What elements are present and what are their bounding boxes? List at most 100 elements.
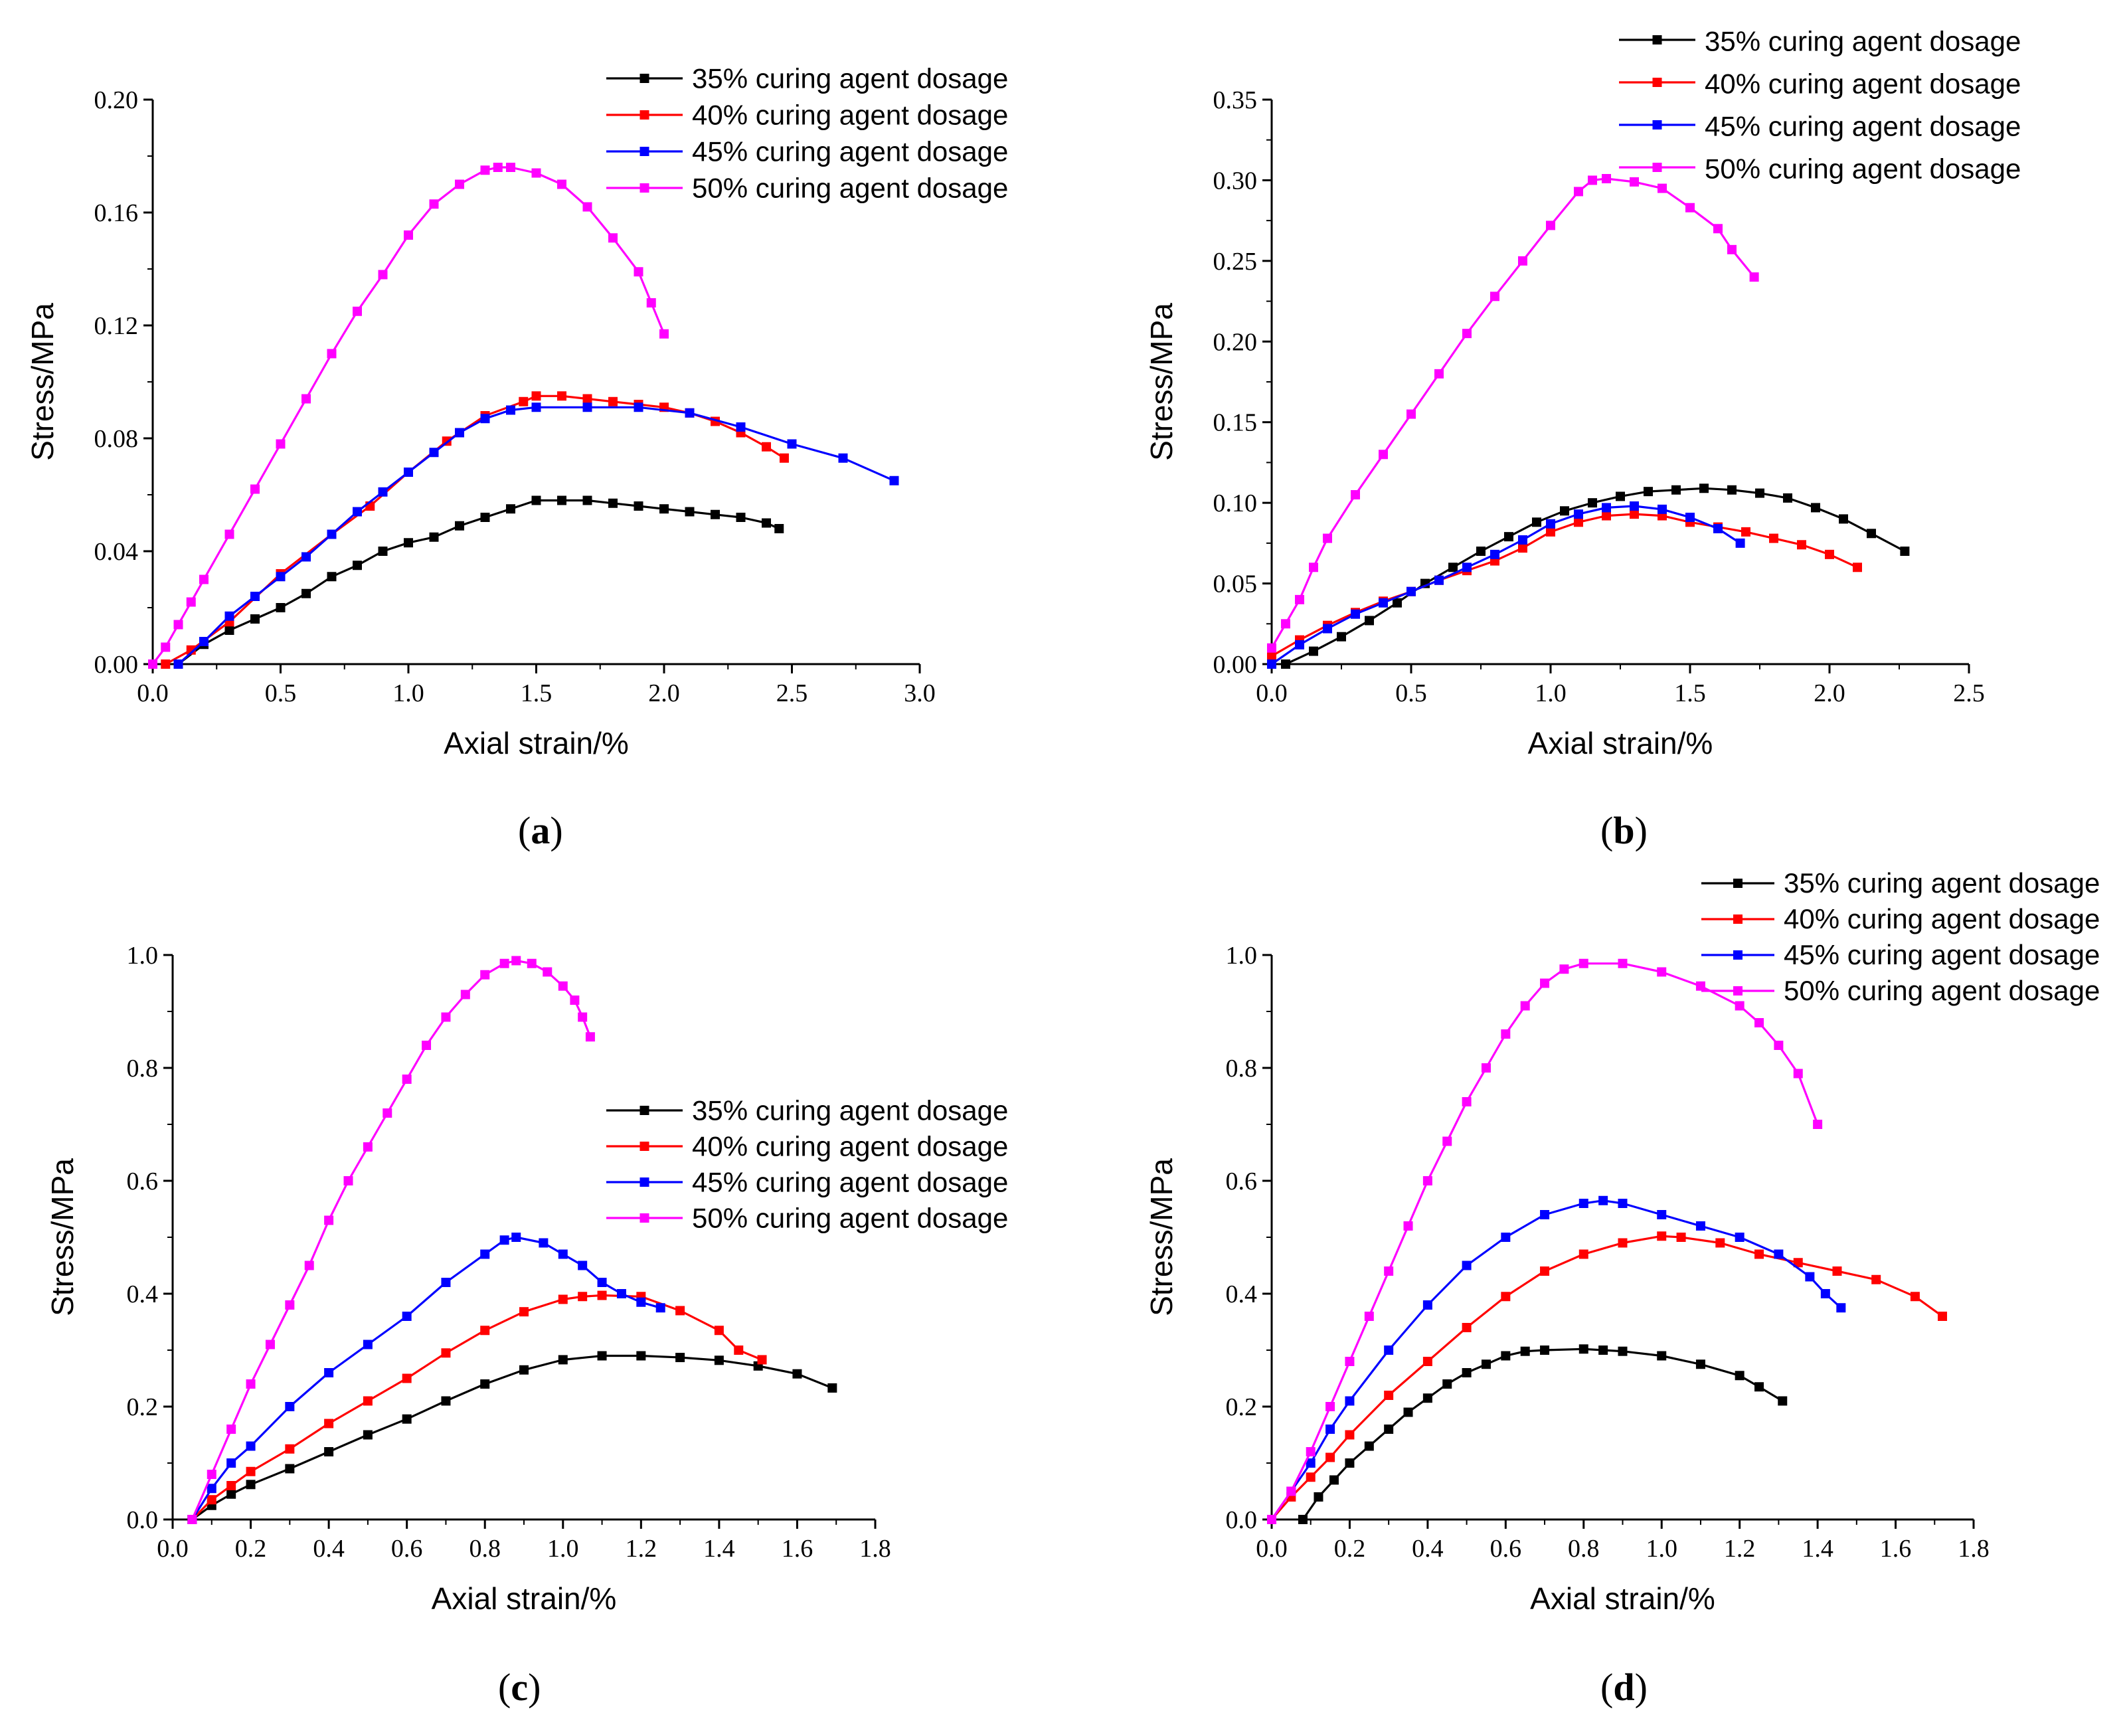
x-tick-label: 0.4 [313, 1535, 345, 1563]
series-line-35 [191, 1354, 833, 1521]
data-point [1462, 1097, 1472, 1106]
legend-label-50: 50% curing agent dosage [1784, 975, 2100, 1006]
data-point [480, 1379, 490, 1389]
data-point [226, 1489, 236, 1499]
data-point [1713, 524, 1723, 533]
legend-marker-40 [1733, 914, 1743, 924]
x-tick-label: 1.4 [1802, 1535, 1833, 1563]
y-tick-label: 0.4 [1226, 1280, 1258, 1308]
data-point [1839, 514, 1848, 524]
x-tick-label: 1.2 [626, 1535, 657, 1563]
x-axis-title: Axial strain/% [1528, 726, 1713, 760]
x-tick-label: 1.0 [392, 679, 424, 707]
data-point [404, 230, 413, 240]
data-point [441, 1012, 451, 1022]
panel-label: (b) [1600, 809, 1648, 852]
data-point [250, 484, 260, 494]
x-axis-title: Axial strain/% [432, 1581, 617, 1616]
data-point [774, 524, 784, 533]
y-axis-title: Stress/MPa [1144, 303, 1179, 461]
y-axis-title: Stress/MPa [25, 303, 60, 461]
legend-marker-40 [639, 110, 649, 120]
data-point [1867, 529, 1876, 539]
x-tick-label: 0.8 [1568, 1535, 1600, 1563]
data-point [1598, 1345, 1608, 1355]
data-point [1598, 1195, 1608, 1205]
legend-label-50: 50% curing agent dosage [692, 173, 1008, 204]
data-point [1403, 1407, 1413, 1417]
data-point [186, 645, 196, 655]
legend-label-50: 50% curing agent dosage [692, 1203, 1008, 1234]
series-line-50 [1270, 177, 1755, 649]
data-point [378, 547, 388, 556]
x-tick-label: 0.2 [1334, 1535, 1366, 1563]
data-point [1749, 272, 1759, 282]
data-point [378, 270, 388, 280]
data-point [1754, 1249, 1764, 1259]
x-tick-label: 2.0 [648, 679, 680, 707]
series-40 [1267, 1231, 1948, 1524]
legend-marker-35 [639, 1106, 649, 1115]
x-tick-label: 0.0 [157, 1535, 189, 1563]
data-point [792, 1369, 802, 1379]
data-point [1384, 1391, 1394, 1400]
data-point [1574, 509, 1583, 519]
data-point [1323, 533, 1332, 543]
data-point [1442, 1379, 1452, 1389]
data-point [1501, 1029, 1511, 1039]
data-point [480, 513, 490, 522]
data-point [1281, 659, 1290, 669]
series-45 [187, 1233, 665, 1524]
legend-marker-35 [1652, 35, 1662, 44]
data-point [224, 626, 234, 635]
data-point [543, 967, 553, 977]
data-point [531, 402, 541, 412]
data-point [685, 507, 695, 517]
series-line-35 [1285, 487, 1906, 665]
data-point [226, 1425, 236, 1434]
data-point [1337, 632, 1346, 642]
data-point [250, 614, 260, 624]
legend-label-40: 40% curing agent dosage [1705, 68, 2021, 99]
data-point [659, 504, 669, 514]
data-point [363, 1340, 373, 1349]
data-point [1602, 174, 1611, 183]
data-point [762, 442, 771, 452]
data-point [226, 1481, 236, 1490]
chart-b: 0.0 0.5 1.0 1.5 2.0 2.5 0.00 0.05 0.10 0.15 0.20 0.… [1144, 25, 2021, 852]
data-point [343, 1176, 353, 1185]
y-tick-label: 0.6 [1226, 1168, 1258, 1195]
data-point [1793, 1069, 1803, 1079]
series-40 [1267, 509, 1862, 661]
data-point [429, 448, 439, 458]
x-tick-label: 1.0 [547, 1535, 579, 1563]
x-tick-label: 0.4 [1412, 1535, 1444, 1563]
data-point [1476, 547, 1486, 556]
data-point [1695, 1359, 1705, 1369]
data-point [402, 1075, 412, 1084]
data-point [578, 1260, 588, 1270]
x-tick-label: 1.5 [1674, 679, 1706, 707]
data-point [1448, 563, 1458, 572]
legend-label-35: 35% curing agent dosage [1784, 867, 2100, 899]
data-point [186, 597, 196, 607]
data-point [1323, 624, 1332, 634]
x-tick-label: 0.0 [137, 679, 169, 707]
data-point [1406, 409, 1416, 419]
data-point [1871, 1274, 1881, 1284]
x-tick-label: 1.2 [1724, 1535, 1756, 1563]
data-point [1422, 1357, 1432, 1366]
series-35 [1298, 1344, 1788, 1524]
data-point [779, 453, 789, 463]
data-point [557, 495, 566, 505]
data-point [480, 414, 490, 424]
data-point [655, 1303, 665, 1313]
panel-label: (d) [1600, 1666, 1648, 1709]
data-point [429, 199, 439, 209]
data-point [527, 958, 537, 968]
data-point [1793, 1258, 1803, 1268]
series-50 [1267, 174, 1759, 653]
x-axis-title: Axial strain/% [1530, 1581, 1715, 1616]
data-point [327, 572, 337, 582]
data-point [304, 1260, 314, 1270]
